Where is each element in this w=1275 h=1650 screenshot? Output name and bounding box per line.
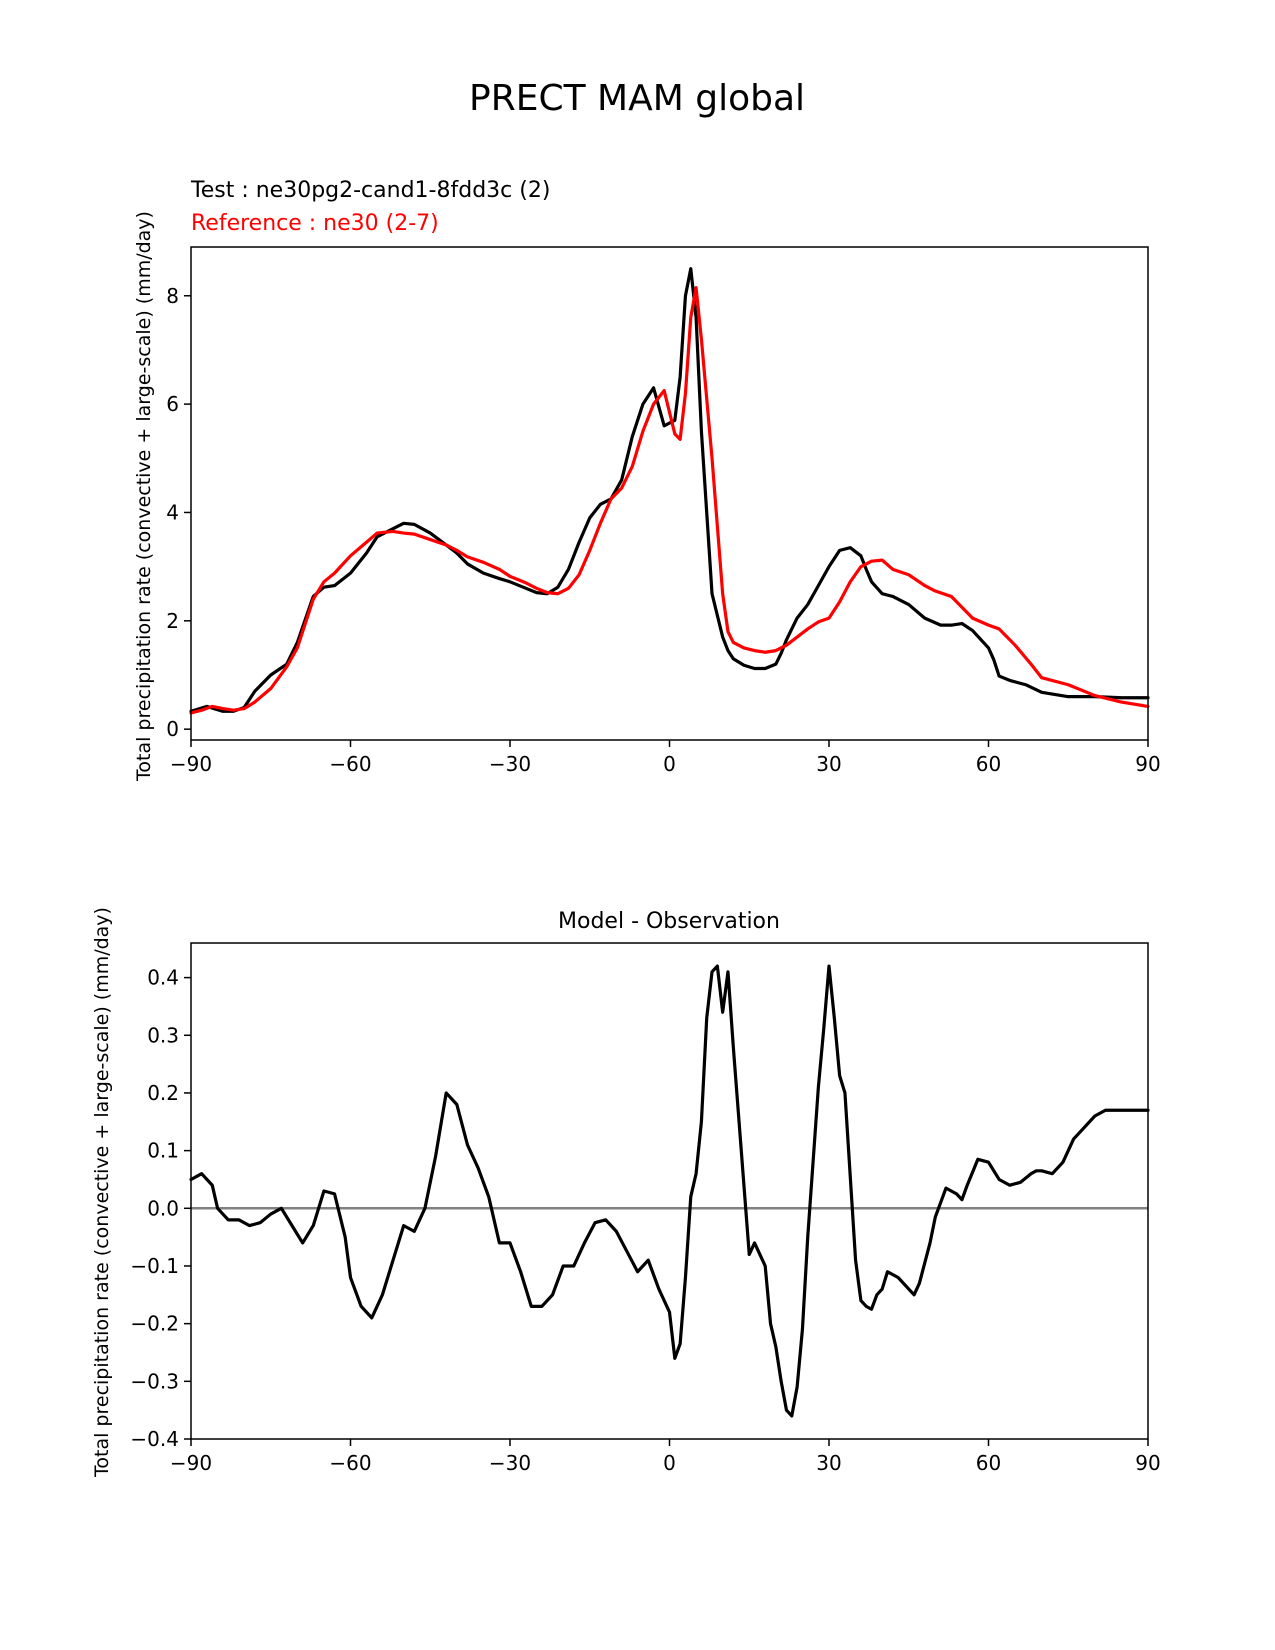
figure-title: PRECT MAM global (469, 78, 805, 119)
top-series-line-test (189, 267, 1150, 713)
top-x-tick-label: 60 (976, 752, 1001, 776)
chart-top-zonal-mean: Test : ne30pg2-cand1-8fdd3c (2) Referenc… (133, 178, 1161, 782)
top-x-tick-label: −90 (170, 752, 212, 776)
bottom-x-tick-label: −60 (329, 1451, 371, 1475)
top-y-tick-label: 0 (166, 717, 179, 741)
legend-reference-label: Reference : ne30 (2-7) (191, 211, 439, 236)
bottom-y-tick-label: 0.4 (147, 966, 179, 990)
top-y-tick-label: 4 (166, 500, 179, 524)
top-y-axis-label: Total precipitation rate (convective + l… (133, 211, 155, 782)
top-y-tick-label: 2 (166, 609, 179, 633)
top-plot-frame (190, 246, 1149, 741)
bottom-x-tick-label: 90 (1135, 1451, 1160, 1475)
bottom-chart-title: Model - Observation (558, 909, 780, 934)
bottom-plot-frame (190, 942, 1149, 1440)
top-y-tick-label: 6 (166, 392, 179, 416)
top-series-line-reference (189, 286, 1150, 715)
bottom-y-tick-label: −0.2 (130, 1312, 179, 1336)
top-x-tick-label: −30 (489, 752, 531, 776)
top-x-tick-label: 90 (1135, 752, 1160, 776)
bottom-y-tick-label: 0.2 (147, 1081, 179, 1105)
bottom-y-tick-label: 0.1 (147, 1139, 179, 1163)
top-x-tick-label: 30 (816, 752, 841, 776)
bottom-y-axis-label: Total precipitation rate (convective + l… (91, 907, 113, 1478)
bottom-x-tick-label: 60 (976, 1451, 1001, 1475)
bottom-y-tick-label: 0.0 (147, 1196, 179, 1220)
bottom-y-tick-label: −0.4 (130, 1427, 179, 1451)
legend-test-label: Test : ne30pg2-cand1-8fdd3c (2) (190, 178, 550, 203)
bottom-y-tick-label: 0.3 (147, 1023, 179, 1047)
bottom-series-line-model-observation (189, 964, 1150, 1418)
top-y-tick-label: 8 (166, 284, 179, 308)
bottom-y-tick-label: −0.1 (130, 1254, 179, 1278)
top-x-tick-label: 0 (663, 752, 676, 776)
bottom-x-tick-label: −90 (170, 1451, 212, 1475)
bottom-x-tick-label: −30 (489, 1451, 531, 1475)
top-x-tick-label: −60 (329, 752, 371, 776)
bottom-x-tick-label: 30 (816, 1451, 841, 1475)
bottom-x-tick-label: 0 (663, 1451, 676, 1475)
chart-bottom-difference: Model - Observation Total precipitation … (91, 907, 1161, 1478)
bottom-y-tick-label: −0.3 (130, 1369, 179, 1393)
